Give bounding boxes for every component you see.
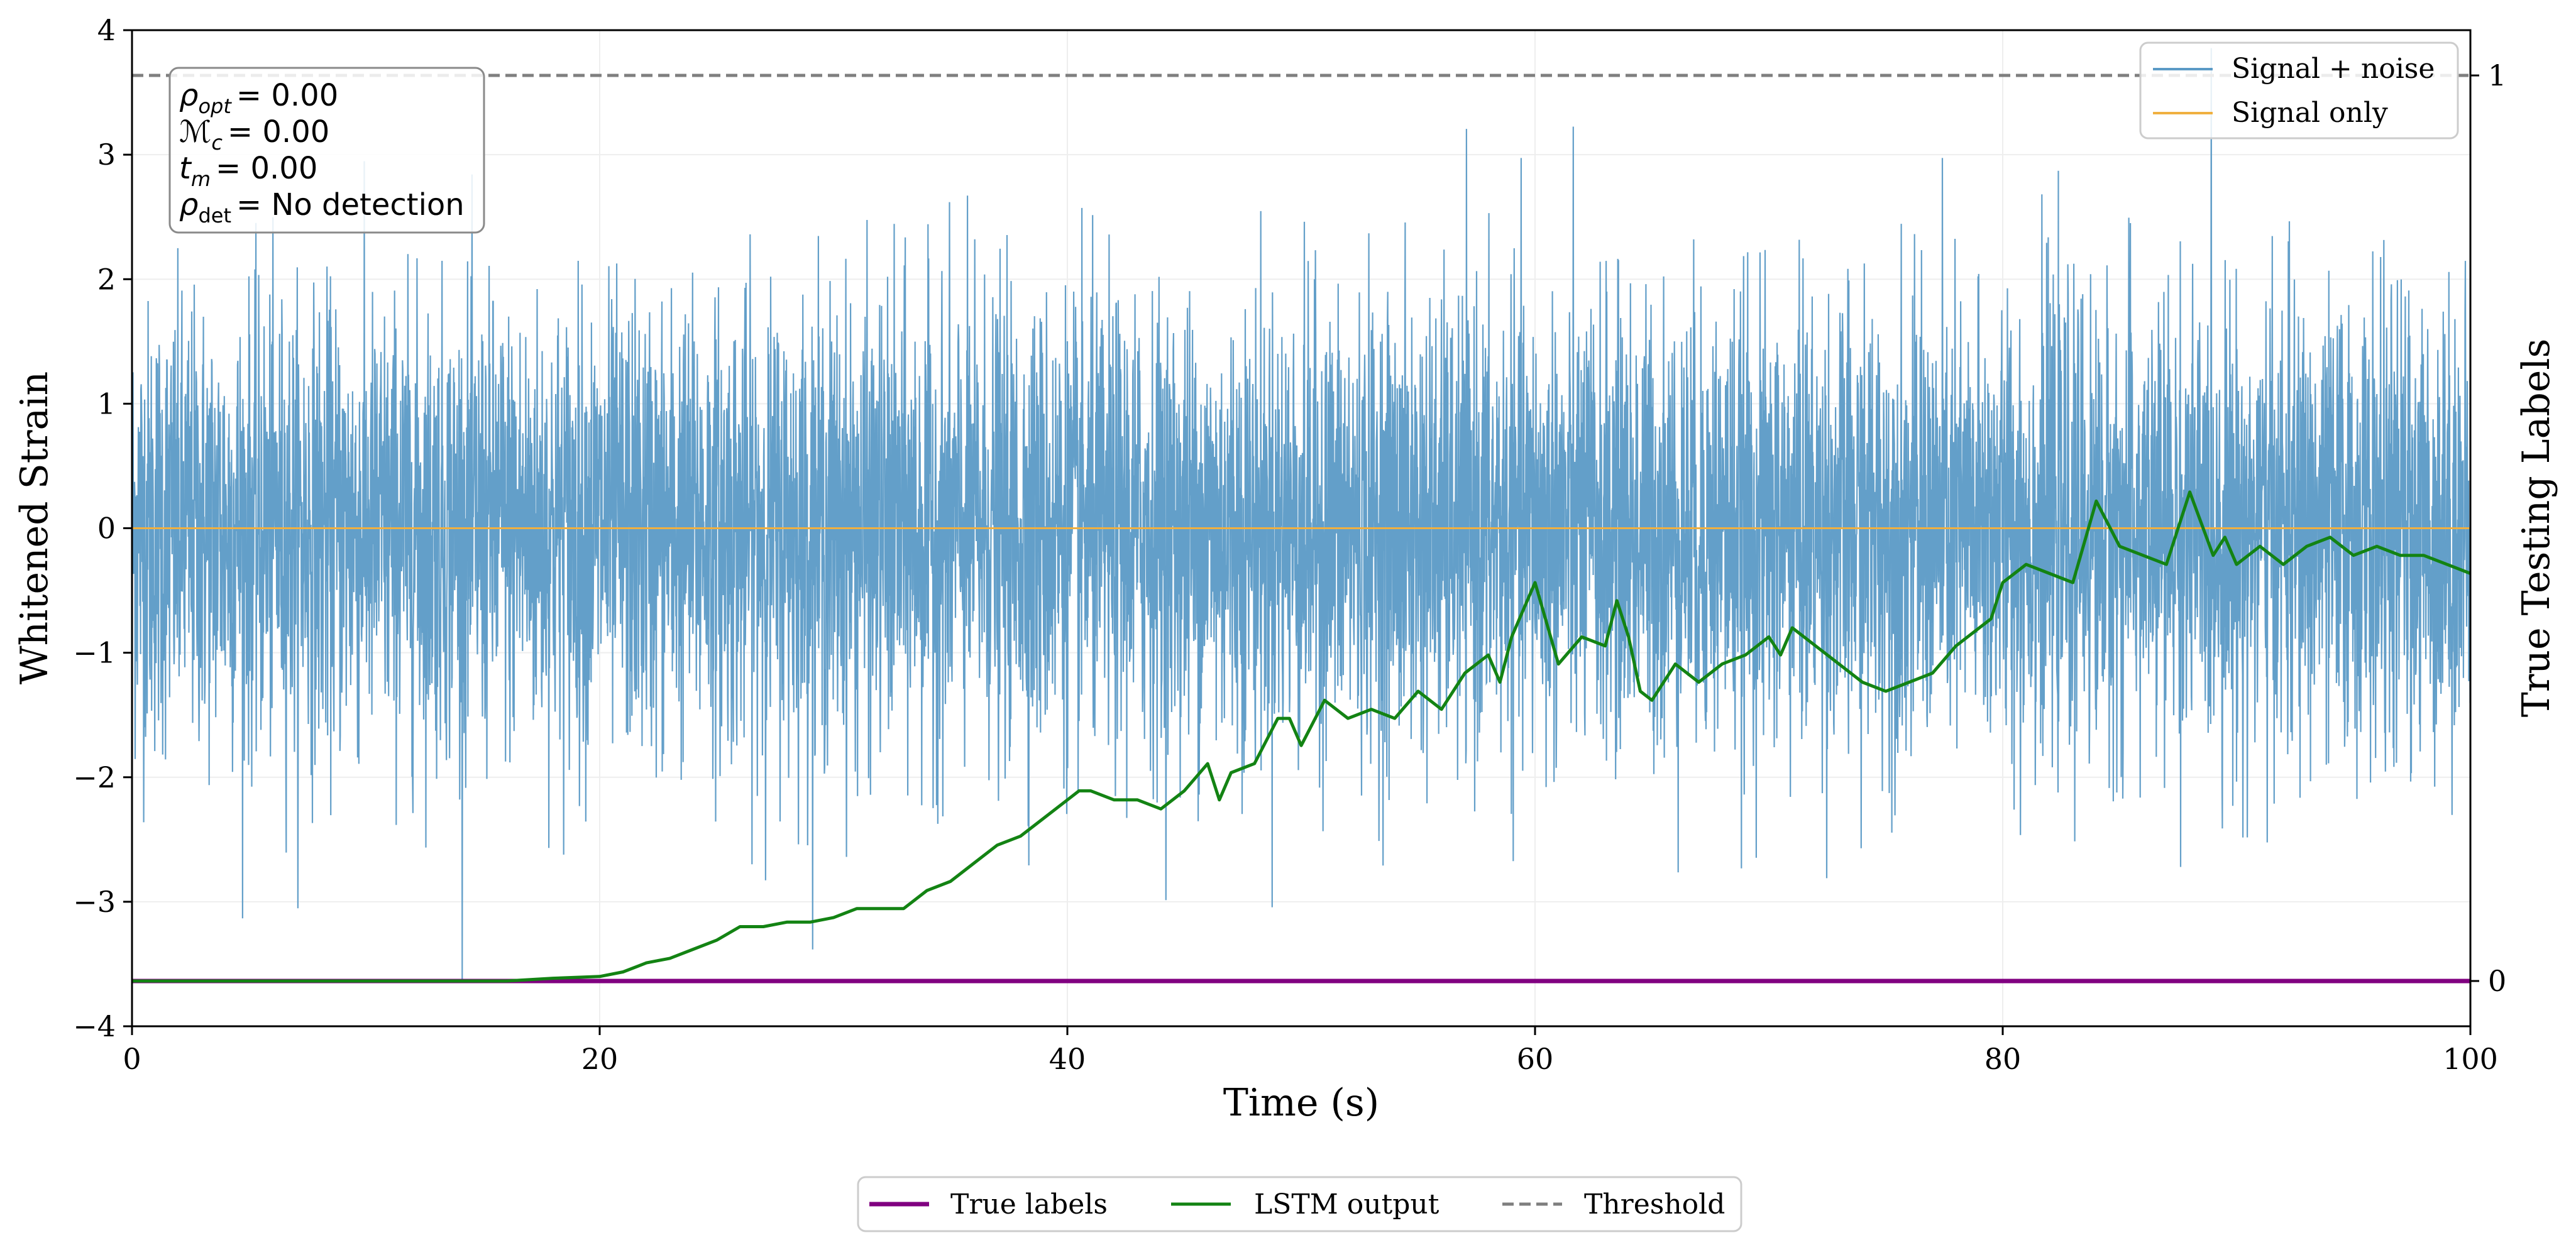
y-axis-label: Whitened Strain <box>13 371 57 684</box>
x-tick-label: 20 <box>581 1042 619 1076</box>
y-tick-label: 4 <box>97 13 116 47</box>
legend-lower[interactable]: True labels LSTM output Threshold <box>857 1176 1742 1232</box>
legend-label-lstm-output: LSTM output <box>1254 1188 1439 1220</box>
stats-line-chirp-mass: ℳc = 0.00 <box>179 114 329 155</box>
y2-axis-label: True Testing Labels <box>2514 339 2558 718</box>
y-tick-label: −3 <box>73 885 116 919</box>
y-tick-label: −4 <box>73 1009 116 1043</box>
y2-tick-label: 1 <box>2488 58 2506 92</box>
y-tick-label: 1 <box>97 387 116 420</box>
legend-upper-box <box>2139 41 2459 140</box>
stats-line-rho-det: ρdet = No detection <box>179 187 465 228</box>
x-axis-label: Time (s) <box>1223 1081 1379 1125</box>
legend-label-signal-noise: Signal + noise <box>2232 53 2435 85</box>
y-tick-label: 2 <box>97 262 116 296</box>
y-tick-label: 3 <box>97 138 116 172</box>
legend-label-true-labels: True labels <box>950 1188 1108 1220</box>
stats-line-merger-time: tm = 0.00 <box>179 151 317 191</box>
stats-annotation: ρopt = 0.00 ℳc = 0.00 tm = 0.00 ρdet = No de… <box>168 67 485 234</box>
stats-box <box>168 67 485 234</box>
y2-tick-label: 0 <box>2488 964 2506 998</box>
y-tick-label: −1 <box>73 636 116 670</box>
x-tick-label: 0 <box>123 1042 141 1076</box>
x-tick-label: 100 <box>2443 1042 2498 1076</box>
legend-label-threshold: Threshold <box>1584 1188 1725 1220</box>
x-tick-label: 80 <box>1984 1042 2022 1076</box>
legend-upper[interactable]: Signal + noise Signal only <box>2139 41 2459 140</box>
y-tick-label: −2 <box>73 760 116 794</box>
y-tick-label: 0 <box>97 512 116 546</box>
x-tick-label: 40 <box>1049 1042 1086 1076</box>
legend-lower-box <box>857 1176 1742 1232</box>
lstm-output-line <box>132 490 2471 983</box>
x-tick-label: 60 <box>1517 1042 1554 1076</box>
series-lines <box>132 74 2471 984</box>
stats-line-rho-opt: ρopt = 0.00 <box>179 78 338 118</box>
legend-label-signal-only: Signal only <box>2232 97 2388 129</box>
